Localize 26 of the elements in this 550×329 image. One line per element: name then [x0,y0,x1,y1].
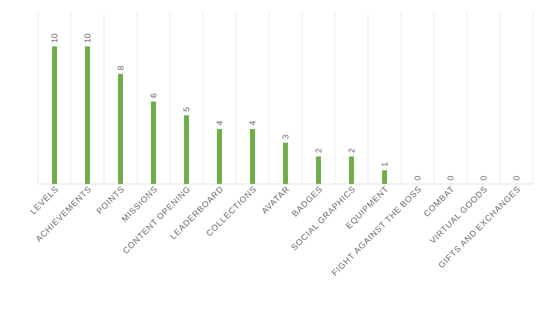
data-label: 5 [184,107,190,112]
bar [250,128,256,184]
data-label: 6 [150,94,156,98]
data-label: 10 [84,34,90,42]
bar [52,46,57,184]
data-label: 0 [448,176,454,180]
bar [217,128,222,184]
bar [151,101,156,184]
bar [316,156,322,184]
data-label: 4 [216,120,222,126]
bar [85,46,90,184]
bar [118,74,123,184]
data-label: 2 [316,148,322,153]
data-label: 3 [282,134,288,139]
data-label: 8 [118,66,124,70]
data-label: 2 [348,148,354,153]
bar [349,156,354,184]
bar [382,170,388,184]
data-label: 0 [514,176,520,180]
data-label: 1 [382,162,388,166]
bar [184,115,189,184]
data-label: 4 [250,120,256,126]
data-label: 0 [414,176,420,180]
data-label: 0 [480,176,486,180]
bar [283,142,288,184]
data-label: 10 [52,34,58,42]
